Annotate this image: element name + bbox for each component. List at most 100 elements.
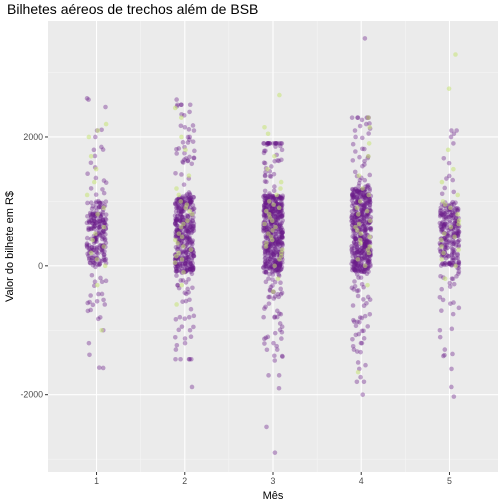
- data-point: [356, 275, 361, 280]
- data-point: [178, 211, 183, 217]
- data-point: [353, 220, 358, 226]
- data-point: [90, 255, 95, 261]
- data-point: [191, 253, 196, 259]
- data-point: [262, 193, 267, 198]
- data-point: [179, 102, 184, 108]
- axis-ticks: [45, 136, 450, 475]
- data-point: [89, 257, 94, 263]
- data-point: [447, 220, 453, 225]
- data-point: [446, 86, 452, 91]
- data-point: [280, 230, 285, 235]
- data-point: [85, 245, 90, 250]
- data-point: [190, 267, 196, 272]
- data-point: [272, 358, 278, 363]
- data-point: [353, 251, 359, 256]
- data-point: [453, 243, 459, 248]
- data-point: [269, 242, 275, 247]
- data-point: [358, 227, 364, 233]
- data-point: [367, 203, 373, 208]
- data-point: [190, 285, 195, 291]
- data-point: [190, 224, 195, 229]
- data-point: [92, 221, 97, 227]
- data-point: [368, 227, 374, 233]
- data-point: [358, 260, 364, 266]
- data-point: [267, 215, 273, 220]
- data-point: [278, 286, 283, 292]
- data-point: [276, 373, 282, 378]
- data-point: [184, 242, 190, 247]
- data-point: [191, 224, 197, 229]
- data-point: [88, 200, 94, 205]
- data-point: [441, 223, 446, 229]
- data-point: [95, 245, 100, 251]
- data-point: [449, 201, 454, 207]
- data-point: [266, 265, 272, 271]
- data-point: [95, 128, 101, 133]
- data-point: [362, 204, 368, 210]
- data-point: [185, 240, 191, 246]
- data-point: [273, 207, 279, 213]
- data-point: [186, 236, 192, 241]
- data-point: [190, 223, 196, 229]
- data-point: [362, 36, 368, 41]
- data-point: [447, 261, 452, 266]
- data-point: [191, 221, 197, 226]
- data-point: [176, 146, 182, 151]
- data-point: [361, 284, 366, 290]
- data-point: [265, 141, 271, 146]
- data-point: [178, 208, 184, 214]
- data-point: [183, 235, 188, 241]
- data-point: [456, 247, 461, 253]
- data-point: [363, 238, 369, 244]
- data-point: [269, 218, 275, 224]
- data-point: [266, 247, 272, 253]
- data-point: [274, 239, 279, 245]
- data-point: [189, 271, 195, 277]
- data-point: [268, 243, 273, 249]
- data-point: [183, 260, 188, 266]
- data-point: [349, 218, 354, 224]
- data-point: [101, 257, 107, 262]
- data-point: [358, 231, 364, 236]
- data-point: [88, 218, 93, 223]
- data-point: [454, 205, 460, 211]
- data-point: [172, 334, 178, 340]
- data-point: [272, 207, 278, 213]
- data-point: [449, 128, 454, 133]
- data-point: [90, 237, 96, 243]
- data-point: [189, 197, 195, 203]
- data-point: [368, 263, 373, 269]
- data-point: [442, 210, 448, 216]
- data-point: [449, 384, 454, 390]
- data-point: [359, 194, 365, 200]
- data-point: [102, 263, 108, 269]
- data-point: [443, 210, 449, 215]
- data-point: [272, 314, 278, 320]
- data-point: [179, 214, 185, 219]
- data-point: [184, 234, 190, 240]
- data-point: [353, 250, 358, 256]
- data-point: [451, 201, 457, 207]
- data-point: [360, 202, 365, 207]
- data-point: [85, 251, 90, 257]
- data-point: [367, 257, 372, 262]
- data-point: [361, 203, 366, 209]
- data-point: [99, 127, 104, 133]
- data-point: [277, 243, 283, 248]
- data-point: [261, 212, 267, 218]
- data-point: [95, 316, 101, 322]
- data-point: [353, 269, 359, 274]
- data-point: [363, 238, 368, 243]
- data-point: [349, 246, 355, 251]
- data-point: [364, 201, 370, 206]
- data-point: [349, 198, 355, 203]
- data-point: [265, 226, 270, 231]
- data-point: [86, 218, 92, 224]
- data-point: [357, 199, 363, 204]
- data-point: [93, 231, 98, 236]
- data-point: [356, 211, 361, 217]
- data-point: [273, 217, 278, 223]
- data-point: [363, 220, 368, 226]
- data-point: [279, 157, 284, 163]
- data-point: [276, 202, 282, 207]
